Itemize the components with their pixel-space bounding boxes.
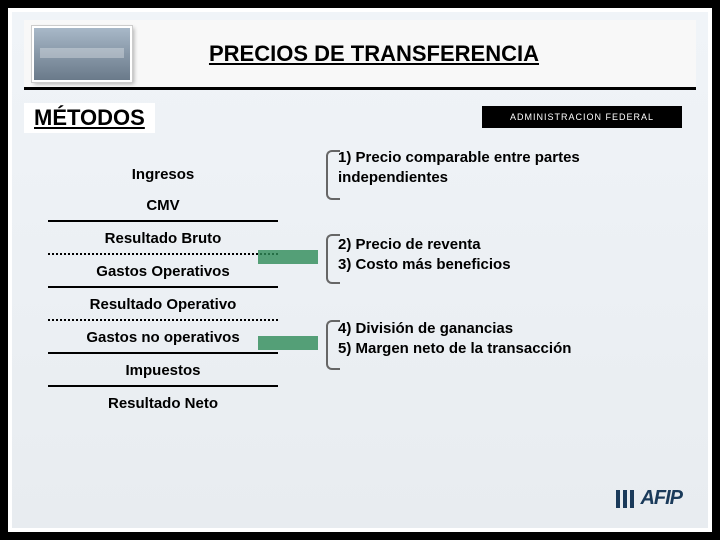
list-item: Gastos Operativos [38, 255, 288, 286]
list-item: Ingresos [38, 158, 288, 189]
method-line: 4) División de ganancias [338, 319, 678, 339]
method-block: 2) Precio de reventa 3) Costo más benefi… [338, 235, 678, 276]
brace-icon [326, 150, 340, 200]
afip-logo: AFIP [616, 487, 682, 510]
list-item: Resultado Operativo [38, 288, 288, 319]
method-line: 1) Precio comparable entre partes [338, 148, 678, 168]
list-item: Resultado Bruto [38, 222, 288, 253]
list-item: Impuestos [38, 354, 288, 385]
list-item: CMV [38, 189, 288, 220]
list-item: Gastos no operativos [38, 321, 288, 352]
method-line: 3) Costo más beneficios [338, 255, 678, 275]
methods-list: 1) Precio comparable entre partes indepe… [338, 148, 678, 404]
afip-logo-text: AFIP [640, 487, 682, 510]
brace-icon [326, 320, 340, 370]
afip-logo-bars-icon [616, 490, 634, 508]
connector-bar [258, 336, 318, 350]
slide-title: PRECIOS DE TRANSFERENCIA [152, 41, 696, 67]
method-block: 4) División de ganancias 5) Margen neto … [338, 319, 678, 360]
header-bar: PRECIOS DE TRANSFERENCIA [24, 20, 696, 90]
method-line: independientes [338, 168, 678, 188]
method-line: 2) Precio de reventa [338, 235, 678, 255]
brace-icon [326, 234, 340, 284]
list-item: Resultado Neto [38, 387, 288, 418]
method-line: 5) Margen neto de la transacción [338, 339, 678, 359]
header-building-image [32, 26, 132, 82]
method-block: 1) Precio comparable entre partes indepe… [338, 148, 678, 189]
income-statement-list: Ingresos CMV Resultado Bruto Gastos Oper… [38, 158, 288, 418]
slide-subtitle: MÉTODOS [24, 103, 155, 133]
admin-federal-badge: ADMINISTRACION FEDERAL [482, 106, 682, 128]
slide: PRECIOS DE TRANSFERENCIA MÉTODOS ADMINIS… [0, 0, 720, 540]
connector-bar [258, 250, 318, 264]
